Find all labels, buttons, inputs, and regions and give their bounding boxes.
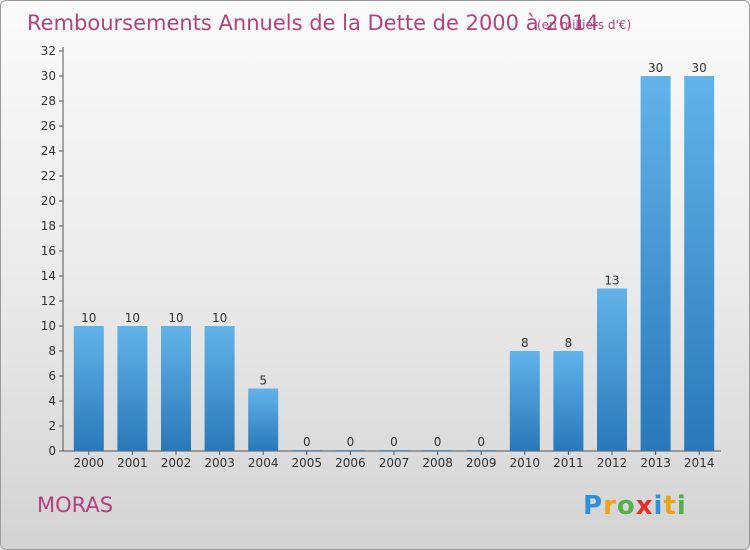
- bar-value-label: 30: [648, 61, 663, 75]
- x-tick-label: 2001: [117, 456, 148, 470]
- y-tick-label: 4: [48, 394, 56, 408]
- bar: [640, 76, 671, 451]
- y-tick-label: 20: [41, 194, 56, 208]
- y-tick-label: 6: [48, 369, 56, 383]
- bar: [335, 450, 366, 451]
- x-tick-label: 2010: [510, 456, 541, 470]
- logo-letter: o: [616, 491, 636, 521]
- logo-letter: x: [635, 491, 654, 521]
- x-tick-label: 2009: [466, 456, 497, 470]
- x-tick-label: 2005: [292, 456, 323, 470]
- x-tick-label: 2000: [74, 456, 105, 470]
- y-tick-label: 18: [41, 219, 56, 233]
- y-tick-label: 24: [41, 144, 56, 158]
- x-tick-label: 2008: [422, 456, 453, 470]
- x-tick-label: 2002: [161, 456, 192, 470]
- bar-value-label: 10: [81, 311, 96, 325]
- chart-title: Remboursements Annuels de la Dette de 20…: [27, 11, 599, 35]
- y-tick-label: 32: [41, 44, 56, 58]
- y-tick-label: 12: [41, 294, 56, 308]
- bar: [161, 326, 191, 451]
- bar: [684, 76, 715, 451]
- bar-value-label: 10: [125, 311, 140, 325]
- y-tick-label: 2: [48, 419, 56, 433]
- bar-value-label: 0: [434, 435, 442, 449]
- y-tick-label: 16: [41, 244, 56, 258]
- bar: [291, 450, 322, 451]
- y-tick-label: 8: [48, 344, 56, 358]
- bar: [553, 351, 584, 451]
- bar-value-label: 10: [212, 311, 227, 325]
- y-tick-label: 28: [41, 94, 56, 108]
- chart-subtitle: (en milliers d'€): [537, 18, 631, 32]
- bar-value-label: 5: [259, 374, 267, 388]
- x-tick-label: 2007: [379, 456, 410, 470]
- x-tick-label: 2013: [640, 456, 671, 470]
- bar-value-label: 0: [477, 435, 485, 449]
- bar-value-label: 0: [390, 435, 398, 449]
- bar: [509, 351, 540, 451]
- x-tick-label: 2004: [248, 456, 279, 470]
- bar-value-label: 13: [604, 274, 619, 288]
- bar: [204, 326, 235, 451]
- x-tick-label: 2014: [684, 456, 715, 470]
- bar-value-label: 0: [347, 435, 355, 449]
- logo-letter: P: [583, 491, 604, 521]
- y-tick-label: 10: [41, 319, 56, 333]
- bar-value-label: 0: [303, 435, 311, 449]
- logo-letter: r: [603, 491, 617, 521]
- commune-name: MORAS: [37, 493, 114, 517]
- bar: [422, 450, 453, 451]
- bar: [73, 326, 104, 451]
- logo-letter: t: [663, 491, 677, 521]
- y-tick-label: 30: [41, 69, 56, 83]
- y-tick-label: 0: [48, 444, 56, 458]
- bar: [466, 450, 497, 451]
- x-tick-label: 2003: [204, 456, 235, 470]
- bar: [248, 388, 279, 451]
- y-tick-label: 22: [41, 169, 56, 183]
- logo-letter: i: [653, 491, 664, 521]
- bar: [117, 326, 148, 451]
- bar-value-label: 30: [692, 61, 707, 75]
- bar: [597, 288, 627, 451]
- x-tick-label: 2012: [597, 456, 628, 470]
- x-tick-label: 2011: [553, 456, 584, 470]
- proxiti-logo: Proxiti: [583, 491, 687, 521]
- bar: [379, 450, 409, 451]
- bar-value-label: 8: [521, 336, 529, 350]
- logo-letter: i: [676, 491, 687, 521]
- y-tick-label: 14: [41, 269, 56, 283]
- bar-value-label: 8: [565, 336, 573, 350]
- bar-value-label: 10: [168, 311, 183, 325]
- x-tick-label: 2006: [335, 456, 366, 470]
- y-tick-label: 26: [41, 119, 56, 133]
